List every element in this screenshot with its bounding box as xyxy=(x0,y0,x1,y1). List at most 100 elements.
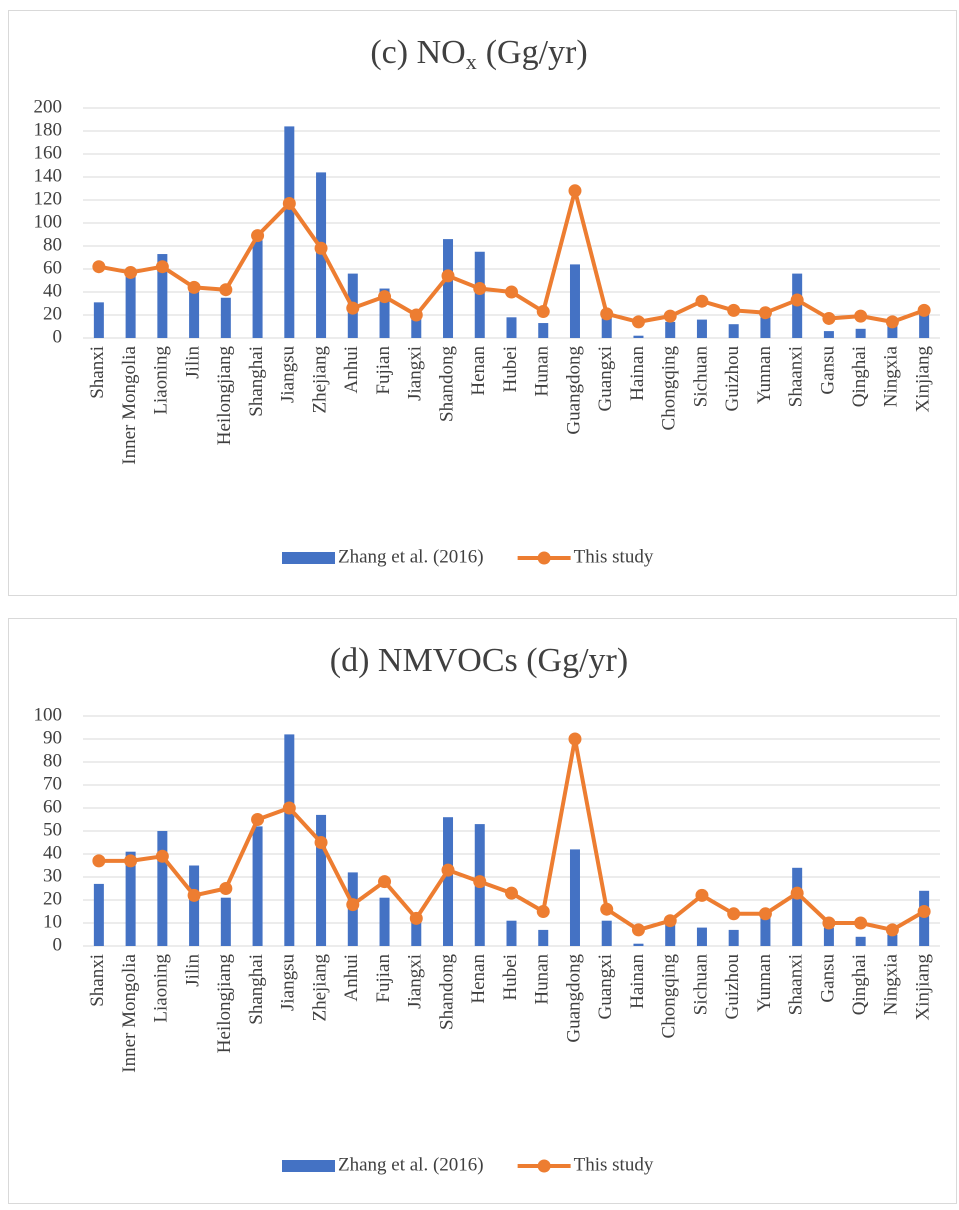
bar xyxy=(601,920,612,946)
marker xyxy=(187,888,201,902)
marker xyxy=(155,849,169,863)
marker xyxy=(124,265,138,279)
x-tick-label: Jiangxi xyxy=(405,954,426,1009)
marker xyxy=(822,916,836,930)
legend-label: This study xyxy=(574,546,654,567)
marker xyxy=(155,260,169,274)
bar xyxy=(728,929,739,946)
bar xyxy=(823,927,834,946)
y-tick-label: 10 xyxy=(43,911,62,932)
y-tick-label: 0 xyxy=(53,934,63,955)
bar xyxy=(157,831,168,946)
x-tick-label: Hubei xyxy=(500,954,521,1000)
y-tick-label: 50 xyxy=(43,819,62,840)
marker xyxy=(282,801,296,815)
bar xyxy=(665,923,676,946)
bar xyxy=(379,897,390,946)
x-tick-label: Chongqing xyxy=(659,954,680,1039)
legend-marker xyxy=(537,1159,551,1173)
marker xyxy=(727,303,741,317)
marker xyxy=(124,854,138,868)
bar xyxy=(887,934,898,946)
marker xyxy=(854,309,868,323)
x-tick-label: Guangdong xyxy=(563,954,584,1043)
x-tick-label: Jilin xyxy=(182,346,203,379)
x-tick-label: Inner Mongolia xyxy=(119,345,140,464)
title-text: (d) NMVOCs (Gg/yr) xyxy=(330,642,628,679)
x-tick-label: Ningxia xyxy=(881,345,902,407)
x-tick-label: Yunnan xyxy=(754,954,775,1013)
y-tick-label: 80 xyxy=(43,234,62,255)
x-tick-label: Jiangsu xyxy=(278,954,299,1012)
marker xyxy=(187,280,201,294)
bar xyxy=(887,323,898,338)
x-tick-label: Hubei xyxy=(500,346,521,392)
x-tick-label: Qinghai xyxy=(849,346,870,407)
bar xyxy=(316,172,327,338)
bar xyxy=(93,883,104,946)
marker xyxy=(695,294,709,308)
x-tick-label: Hunan xyxy=(532,954,553,1005)
marker xyxy=(505,285,518,299)
marker xyxy=(346,898,360,912)
marker xyxy=(346,301,360,315)
x-tick-label: Shaanxi xyxy=(786,954,807,1015)
x-tick-label: Gansu xyxy=(817,346,838,395)
marker xyxy=(600,902,614,916)
marker xyxy=(663,914,677,928)
y-tick-label: 30 xyxy=(43,865,62,886)
x-tick-label: Shandong xyxy=(436,346,457,423)
x-tick-label: Shanghai xyxy=(246,954,267,1025)
y-tick-label: 60 xyxy=(43,796,62,817)
marker xyxy=(600,307,614,321)
y-tick-label: 100 xyxy=(34,211,63,232)
marker xyxy=(727,907,741,921)
x-tick-label: Gansu xyxy=(817,954,838,1003)
x-tick-label: Jiangsu xyxy=(278,346,299,404)
bar xyxy=(93,302,104,338)
y-tick-label: 80 xyxy=(43,750,62,771)
x-tick-label: Guangxi xyxy=(595,954,616,1019)
marker xyxy=(663,309,677,323)
bar xyxy=(443,817,454,946)
bar xyxy=(919,312,930,338)
bar xyxy=(284,734,295,946)
x-tick-label: Qinghai xyxy=(849,954,870,1015)
x-tick-label: Xinjiang xyxy=(912,346,933,413)
marker xyxy=(790,886,804,900)
chart-title: (c) NOx (Gg/yr) xyxy=(370,34,587,74)
bar xyxy=(506,317,517,338)
marker xyxy=(854,916,868,930)
bar xyxy=(792,867,803,946)
title-suffix: (Gg/yr) xyxy=(486,34,588,71)
bar xyxy=(189,292,200,338)
bar xyxy=(220,297,231,338)
marker xyxy=(695,888,709,902)
bar xyxy=(569,264,580,338)
bar xyxy=(411,920,422,946)
x-tick-label: Shanxi xyxy=(87,954,108,1007)
x-tick-label: Anhui xyxy=(341,954,362,1002)
x-tick-label: Liaoning xyxy=(151,346,172,415)
marker xyxy=(917,303,931,317)
x-tick-label: Jiangxi xyxy=(405,346,426,401)
marker xyxy=(631,923,645,937)
x-tick-label: Henan xyxy=(468,346,489,396)
bar xyxy=(252,240,263,338)
marker xyxy=(885,315,899,329)
marker xyxy=(568,732,582,746)
marker xyxy=(536,905,550,918)
y-tick-label: 40 xyxy=(43,842,62,863)
marker xyxy=(917,905,931,918)
x-tick-label: Xinjiang xyxy=(912,954,933,1021)
y-tick-label: 70 xyxy=(43,773,62,794)
marker xyxy=(409,308,423,322)
x-tick-label: Zhejiang xyxy=(309,346,330,414)
y-tick-label: 90 xyxy=(43,727,62,748)
bar xyxy=(760,317,771,338)
x-tick-label: Zhejiang xyxy=(309,954,330,1022)
x-tick-label: Guangxi xyxy=(595,346,616,411)
bar xyxy=(665,321,676,338)
x-tick-label: Shandong xyxy=(436,954,457,1031)
bar xyxy=(189,865,200,946)
